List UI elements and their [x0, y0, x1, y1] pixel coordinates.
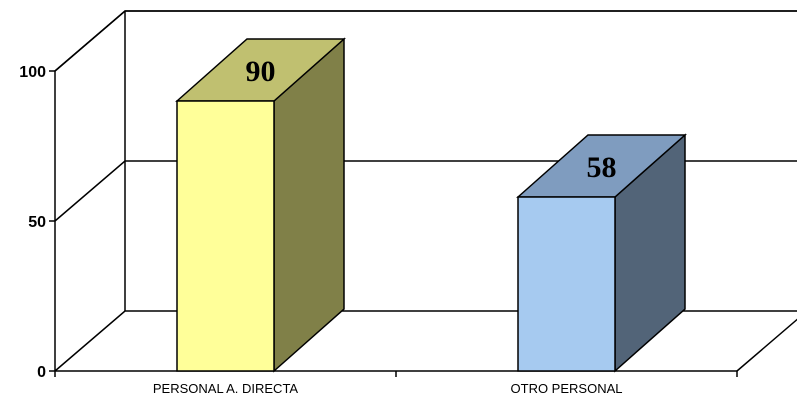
- y-tick-label: 0: [37, 364, 46, 381]
- y-tick-label: 50: [28, 214, 46, 231]
- labels: 0 50 100 90 PERSONAL A. DIRECTA 58 OTRO PERSON…: [19, 55, 622, 396]
- bar-front: [176, 100, 275, 372]
- bar-front: [517, 196, 616, 372]
- data-label: 90: [246, 55, 276, 88]
- wall-top-edge: [54, 10, 797, 72]
- gridline: [54, 10, 797, 72]
- bar-1: [175, 37, 346, 373]
- axes: [49, 70, 738, 377]
- y-tick-label: 100: [19, 64, 46, 81]
- data-label: 58: [587, 151, 617, 184]
- category-label: OTRO PERSONAL: [511, 381, 623, 396]
- floor-right-edge: [736, 318, 797, 372]
- bars: [175, 37, 687, 373]
- bar-2: [516, 133, 687, 373]
- category-label: PERSONAL A. DIRECTA: [153, 381, 299, 396]
- floor-back-edge: [54, 310, 797, 372]
